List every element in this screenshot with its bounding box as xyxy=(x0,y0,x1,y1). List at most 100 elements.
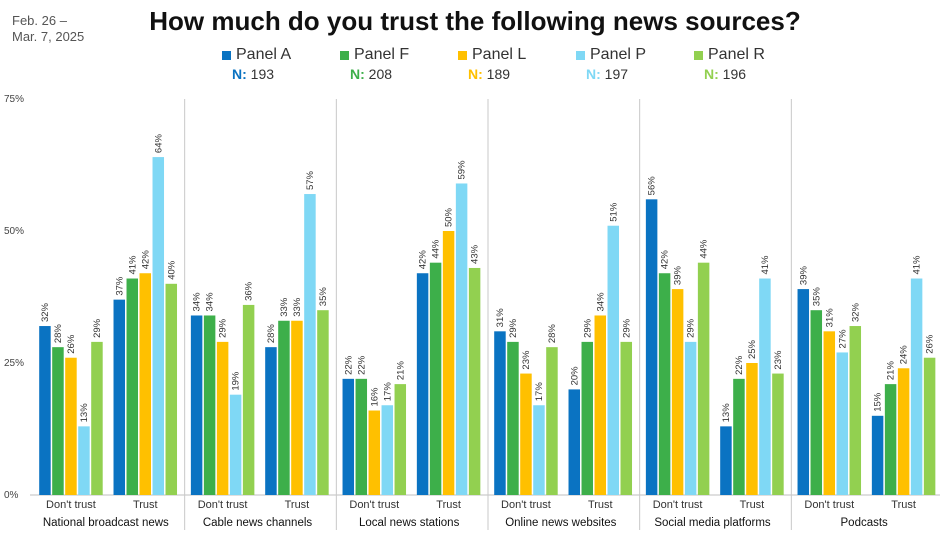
legend: Panel A N: 193 Panel F N: 208 Panel L N:… xyxy=(222,46,812,82)
data-label: 22% xyxy=(734,355,745,375)
category-label: Don't trust xyxy=(501,499,551,511)
bar xyxy=(216,341,229,495)
legend-n-label: N: xyxy=(468,66,483,82)
bar xyxy=(684,341,697,495)
category-label: Trust xyxy=(285,499,310,511)
data-label: 31% xyxy=(495,308,506,328)
data-label: 44% xyxy=(431,239,442,259)
bar xyxy=(910,278,923,495)
data-label: 34% xyxy=(595,292,606,312)
category-label: Don't trust xyxy=(349,499,399,511)
legend-label: Panel R xyxy=(708,46,765,63)
bar xyxy=(797,289,810,495)
chart-title: How much do you trust the following news… xyxy=(149,6,801,36)
data-label: 31% xyxy=(824,308,835,328)
data-label: 23% xyxy=(773,350,784,370)
bar xyxy=(416,273,429,495)
data-label: 29% xyxy=(508,318,519,338)
bar xyxy=(823,331,836,495)
bar xyxy=(884,384,897,495)
bar xyxy=(394,384,407,495)
data-label: 33% xyxy=(279,297,290,317)
legend-n-label: N: xyxy=(232,66,247,82)
bar xyxy=(291,320,303,495)
data-label: 28% xyxy=(266,324,277,344)
data-label: 29% xyxy=(686,318,697,338)
legend-n-value: 197 xyxy=(604,66,629,82)
bar xyxy=(568,389,581,495)
bar xyxy=(810,310,823,495)
data-label: 36% xyxy=(244,281,255,301)
legend-item-panel-a: Panel A N: 193 xyxy=(222,46,340,82)
bar xyxy=(836,352,849,495)
legend-item-panel-p: Panel P N: 197 xyxy=(576,46,694,82)
bar xyxy=(190,315,203,495)
bar xyxy=(229,394,242,495)
bar xyxy=(368,410,381,495)
bar xyxy=(520,373,532,495)
data-label: 22% xyxy=(356,355,367,375)
data-label: 29% xyxy=(621,318,632,338)
bar xyxy=(533,405,545,495)
y-tick-label: 50% xyxy=(4,226,24,237)
data-label: 41% xyxy=(127,255,138,275)
bar xyxy=(746,363,758,495)
data-label: 23% xyxy=(521,350,532,370)
legend-label: Panel L xyxy=(472,46,527,63)
data-label: 50% xyxy=(444,207,455,227)
group-label: National broadcast news xyxy=(43,517,169,529)
bar xyxy=(645,199,658,495)
data-label: 19% xyxy=(231,371,242,391)
category-label: Don't trust xyxy=(198,499,248,511)
group-label: Online news websites xyxy=(505,517,616,529)
legend-item-panel-r: Panel R N: 196 xyxy=(694,46,812,82)
bar xyxy=(265,347,277,495)
legend-n-value: 193 xyxy=(250,66,275,82)
data-label: 56% xyxy=(647,176,658,196)
legend-n-label: N: xyxy=(350,66,365,82)
bar xyxy=(849,326,862,495)
legend-n-label: N: xyxy=(586,66,601,82)
data-label: 51% xyxy=(608,202,619,222)
data-label: 28% xyxy=(547,324,558,344)
legend-n-label: N: xyxy=(704,66,719,82)
category-label: Don't trust xyxy=(46,499,96,511)
data-label: 32% xyxy=(850,302,861,322)
legend-item-panel-l: Panel L N: 189 xyxy=(458,46,576,82)
bar xyxy=(126,278,139,495)
category-label: Trust xyxy=(436,499,461,511)
bar xyxy=(65,357,77,495)
bar xyxy=(152,157,165,495)
bar xyxy=(468,267,481,495)
bar xyxy=(607,225,620,495)
bar xyxy=(355,378,368,495)
data-label: 44% xyxy=(699,239,710,259)
data-label: 37% xyxy=(114,276,125,296)
data-label: 28% xyxy=(53,324,64,344)
data-label: 22% xyxy=(343,355,354,375)
bar xyxy=(52,347,64,495)
data-label: 13% xyxy=(79,403,90,423)
group-label: Social media platforms xyxy=(654,517,771,529)
bar xyxy=(871,415,884,495)
data-label: 26% xyxy=(925,334,936,354)
bar xyxy=(304,194,316,496)
bar xyxy=(772,373,784,495)
data-label: 32% xyxy=(40,302,51,322)
category-label: Don't trust xyxy=(653,499,703,511)
y-tick-label: 25% xyxy=(4,358,24,369)
data-label: 17% xyxy=(382,382,393,402)
legend-n-value: 196 xyxy=(722,66,747,82)
data-label: 33% xyxy=(292,297,303,317)
date-range: Feb. 26 – Mar. 7, 2025 xyxy=(12,13,84,45)
bar xyxy=(278,320,290,495)
data-label: 34% xyxy=(192,292,203,312)
legend-swatch xyxy=(458,50,467,60)
bar xyxy=(620,341,633,495)
data-label: 41% xyxy=(760,255,771,275)
data-label: 26% xyxy=(66,334,77,354)
legend-n-value: 189 xyxy=(486,66,511,82)
data-label: 59% xyxy=(457,160,468,180)
date-line-2: Mar. 7, 2025 xyxy=(12,29,85,44)
